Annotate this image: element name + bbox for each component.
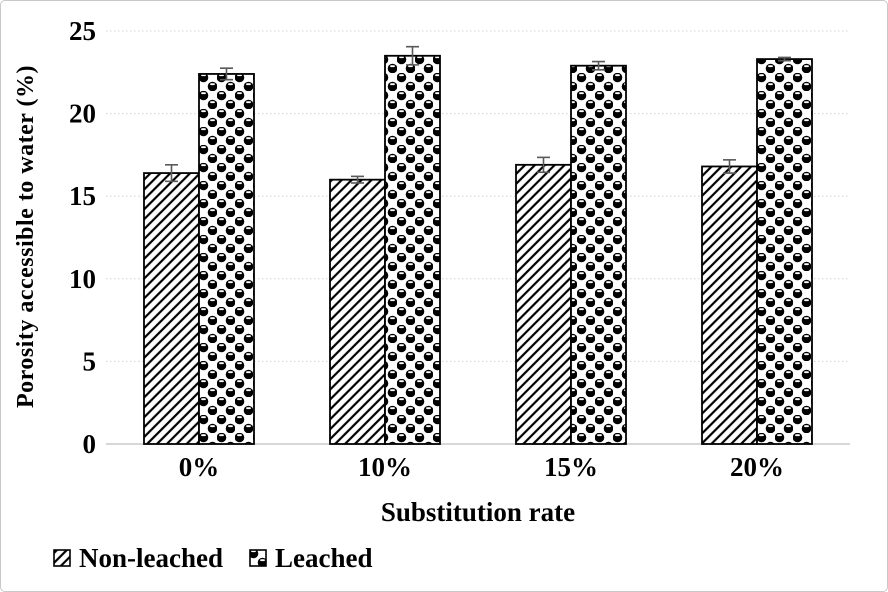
y-tick-label-10: 10 [69,264,96,294]
bar-leached-15% [570,64,627,445]
bar-leached-20% [756,58,813,445]
bar-non-leached-15% [515,163,572,445]
x-category-label-0: 0% [179,452,220,482]
x-axis-title: Substitution rate [380,497,576,527]
x-category-label-1: 10% [358,452,412,482]
bar-leached-0% [198,73,255,445]
bar-non-leached-0% [143,172,200,445]
y-tick-label-25: 25 [69,16,96,46]
legend-label-leached: Leached [275,542,373,573]
legend: Non-leached Leached [53,542,373,574]
y-tick-label-15: 15 [69,181,96,211]
non-leached-swatch-icon [53,549,71,567]
bar-leached-10% [384,54,441,445]
leached-swatch-icon [249,549,267,567]
y-tick-label-0: 0 [83,429,97,459]
error-bars [165,45,791,184]
bar-non-leached-20% [701,165,758,445]
legend-item-leached: Leached [249,543,373,574]
y-axis-title-text: Porosity accessible to water (%) [12,64,39,409]
legend-item-non-leached: Non-leached [53,543,223,574]
y-tick-label-20: 20 [69,99,96,129]
y-axis-title: Porosity accessible to water (%) [3,29,49,444]
x-category-label-3: 20% [730,452,784,482]
legend-label-non-leached: Non-leached [79,542,223,573]
y-tick-label-5: 5 [83,346,97,376]
axis-tick-labels: 0 5 10 15 20 25 0% 10% 15% 20% [69,16,784,482]
bar-non-leached-10% [329,178,386,445]
x-category-label-2: 15% [544,452,598,482]
